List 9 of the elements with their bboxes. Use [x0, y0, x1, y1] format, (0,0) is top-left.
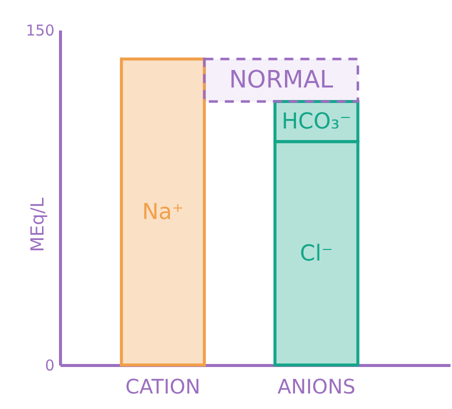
series-label: Na⁺: [142, 200, 184, 226]
series-label: Cl⁻: [300, 241, 333, 266]
x-tick-label: ANIONS: [277, 374, 356, 398]
x-tick-label: CATION: [125, 374, 200, 398]
band-label: NORMAL: [229, 65, 334, 94]
y-axis-title: MEq/L: [28, 198, 48, 252]
y-tick-label: 150: [26, 22, 54, 40]
y-tick-label: 0: [44, 356, 54, 374]
series-label: HCO₃⁻: [282, 110, 352, 135]
